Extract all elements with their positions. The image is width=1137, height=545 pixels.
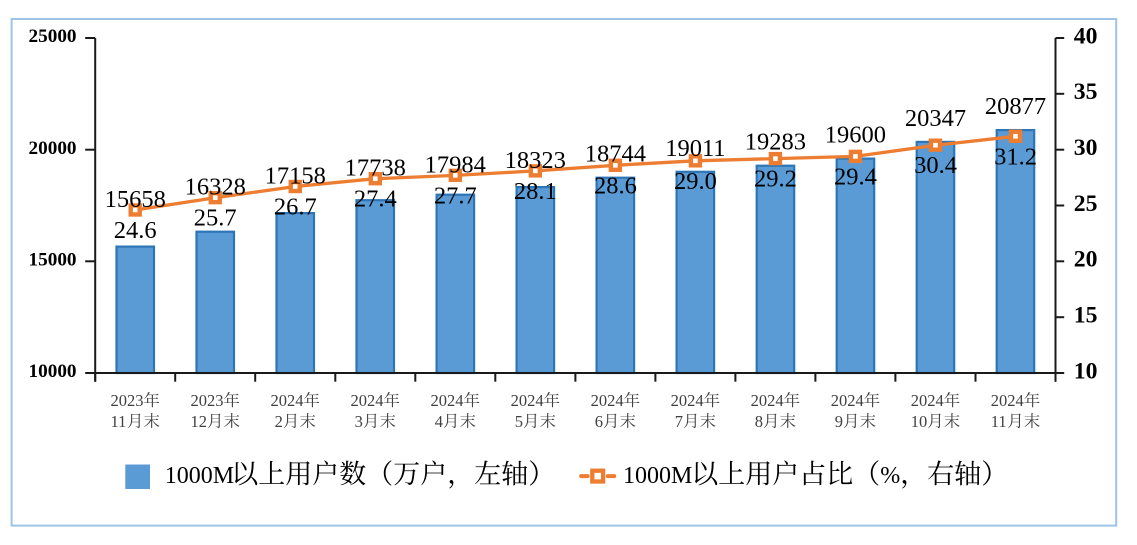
svg-text:18744: 18744 bbox=[585, 141, 646, 168]
svg-text:1000M: 1000M bbox=[165, 463, 234, 489]
svg-text:%: % bbox=[880, 463, 900, 489]
svg-text:1000M: 1000M bbox=[623, 463, 692, 489]
svg-text:2024: 2024 bbox=[271, 391, 304, 410]
svg-text:20877: 20877 bbox=[985, 93, 1046, 120]
svg-text:8: 8 bbox=[755, 412, 763, 431]
svg-text:29.0: 29.0 bbox=[674, 168, 717, 195]
svg-text:11: 11 bbox=[991, 412, 1007, 431]
svg-text:11: 11 bbox=[110, 412, 126, 431]
svg-text:2024: 2024 bbox=[911, 391, 944, 410]
svg-text:2024: 2024 bbox=[511, 391, 544, 410]
svg-text:27.7: 27.7 bbox=[434, 182, 477, 209]
svg-text:2024: 2024 bbox=[751, 391, 784, 410]
svg-text:26.7: 26.7 bbox=[274, 194, 317, 221]
svg-text:9: 9 bbox=[835, 412, 843, 431]
svg-text:28.6: 28.6 bbox=[594, 172, 637, 199]
svg-text:10000: 10000 bbox=[29, 361, 77, 382]
svg-text:19011: 19011 bbox=[665, 135, 725, 162]
svg-text:20000: 20000 bbox=[29, 138, 77, 159]
svg-text:15658: 15658 bbox=[105, 186, 166, 213]
svg-text:17158: 17158 bbox=[265, 163, 326, 190]
svg-text:3: 3 bbox=[355, 412, 363, 431]
svg-text:2024: 2024 bbox=[431, 391, 464, 410]
svg-text:2023: 2023 bbox=[190, 391, 223, 410]
svg-text:2: 2 bbox=[275, 412, 283, 431]
svg-text:30.4: 30.4 bbox=[914, 152, 957, 179]
svg-text:2024: 2024 bbox=[831, 391, 864, 410]
svg-text:17738: 17738 bbox=[345, 155, 406, 182]
svg-text:25000: 25000 bbox=[29, 26, 77, 47]
svg-text:19600: 19600 bbox=[825, 122, 886, 149]
svg-text:2024: 2024 bbox=[991, 391, 1024, 410]
svg-text:2024: 2024 bbox=[351, 391, 384, 410]
svg-text:29.2: 29.2 bbox=[754, 166, 797, 193]
svg-text:18323: 18323 bbox=[505, 147, 566, 174]
svg-text:31.2: 31.2 bbox=[994, 143, 1037, 170]
svg-text:4: 4 bbox=[435, 412, 443, 431]
svg-text:25.7: 25.7 bbox=[194, 205, 237, 232]
svg-text:2024: 2024 bbox=[671, 391, 704, 410]
svg-text:19283: 19283 bbox=[745, 129, 806, 156]
svg-text:29.4: 29.4 bbox=[834, 163, 877, 190]
svg-text:24.6: 24.6 bbox=[114, 217, 157, 244]
svg-text:2024: 2024 bbox=[591, 391, 624, 410]
svg-text:15: 15 bbox=[1074, 303, 1098, 329]
svg-text:10: 10 bbox=[911, 412, 928, 431]
svg-text:10: 10 bbox=[1074, 358, 1098, 384]
svg-text:15000: 15000 bbox=[29, 249, 77, 270]
svg-text:20: 20 bbox=[1074, 247, 1098, 273]
svg-text:25: 25 bbox=[1074, 191, 1098, 217]
svg-text:12: 12 bbox=[190, 412, 207, 431]
svg-text:40: 40 bbox=[1074, 23, 1098, 49]
svg-text:7: 7 bbox=[675, 412, 683, 431]
svg-text:27.4: 27.4 bbox=[354, 186, 397, 213]
svg-text:20347: 20347 bbox=[905, 105, 966, 132]
svg-text:35: 35 bbox=[1074, 79, 1098, 105]
svg-text:30: 30 bbox=[1074, 135, 1098, 161]
svg-text:2023: 2023 bbox=[110, 391, 143, 410]
svg-text:6: 6 bbox=[595, 412, 603, 431]
svg-text:16328: 16328 bbox=[185, 174, 246, 201]
svg-text:17984: 17984 bbox=[425, 151, 486, 178]
svg-text:28.1: 28.1 bbox=[514, 178, 557, 205]
svg-text:5: 5 bbox=[515, 412, 523, 431]
